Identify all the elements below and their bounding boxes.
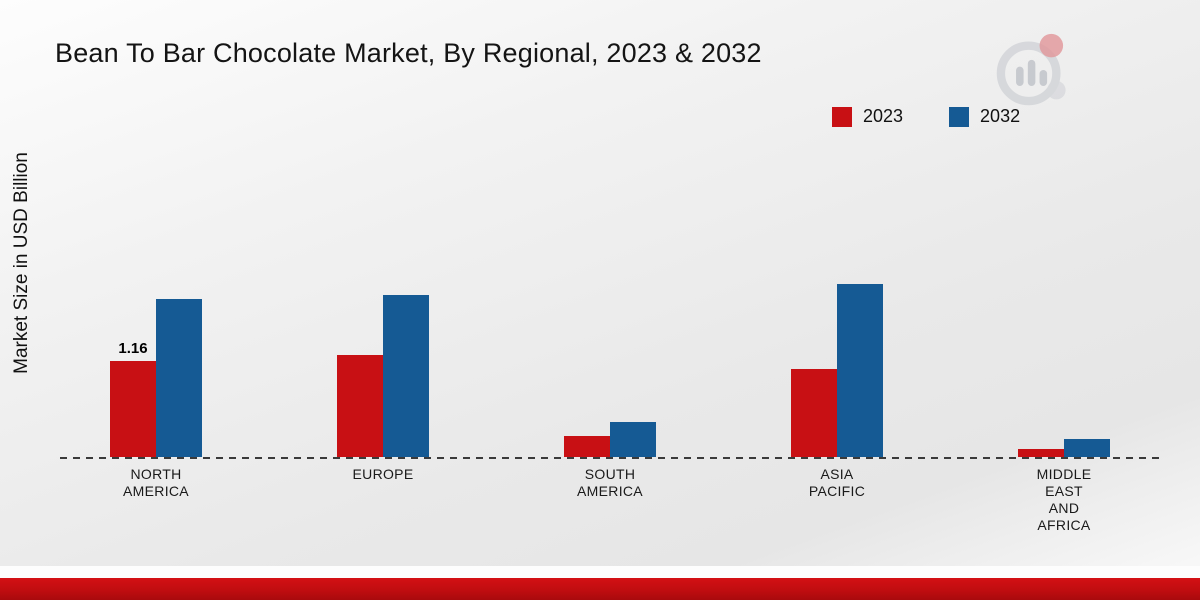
category-label-europe: EUROPE [352, 466, 414, 482]
bar-2023-middle-east-and-africa [1018, 448, 1064, 457]
category-label-south-america: SOUTH AMERICA [577, 466, 643, 499]
legend-swatch-2032 [949, 106, 970, 127]
bar-2023-south-america [564, 436, 610, 457]
bar-value-annotation: 1.16 [118, 339, 148, 357]
bar-2023-asia-pacific [791, 369, 837, 457]
legend-swatch-2023 [832, 106, 852, 127]
bar-2023-north-america [110, 360, 156, 457]
category-label-north-america: NORTH AMERICA [123, 466, 189, 499]
logo-watermark [996, 33, 1066, 106]
chart-title: Bean To Bar Chocolate Market, By Regiona… [55, 38, 762, 68]
zero-baseline [60, 457, 1162, 459]
bar-2032-asia-pacific [837, 283, 883, 457]
legend: 2023 2032 [832, 106, 1020, 127]
footer-red-strip [0, 578, 1200, 600]
legend-label-2023: 2023 [863, 106, 904, 126]
footer-gap [0, 566, 1200, 578]
legend-item-2032: 2032 [949, 106, 1020, 127]
bar-2032-europe [383, 294, 429, 457]
category-label-middle-east-and-africa: MIDDLE EAST AND AFRICA [1036, 466, 1092, 533]
legend-item-2023: 2023 [832, 106, 903, 127]
bar-2032-north-america [156, 298, 202, 457]
bar-2023-europe [337, 355, 383, 457]
legend-label-2032: 2032 [980, 106, 1021, 126]
category-label-asia-pacific: ASIA PACIFIC [808, 466, 866, 499]
bar-2032-south-america [610, 422, 656, 457]
bar-2032-middle-east-and-africa [1064, 438, 1110, 457]
